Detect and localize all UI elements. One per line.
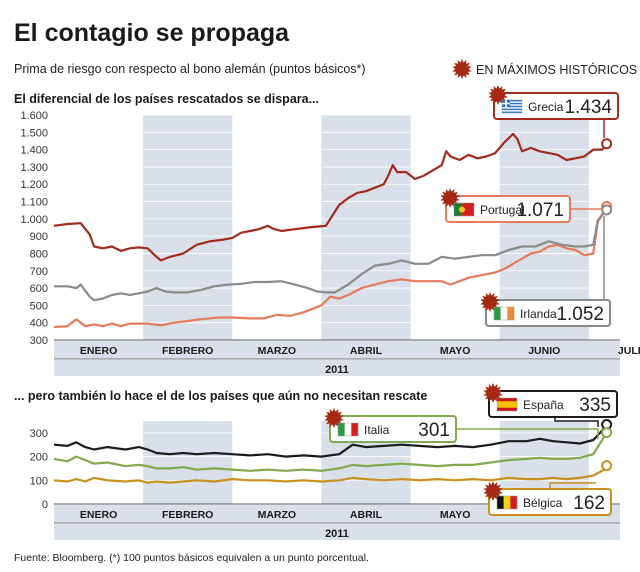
series-line-greece <box>53 132 608 262</box>
month-label: FEBRERO <box>162 345 213 357</box>
spain-flag-icon <box>496 397 518 412</box>
chart-subtitle: Prima de riesgo con respecto al bono ale… <box>14 62 366 76</box>
series-value: 1.434 <box>564 97 612 118</box>
endpoint-marker <box>601 138 613 150</box>
month-label: MARZO <box>258 345 297 357</box>
y-tick-label: 1.600 <box>20 110 48 122</box>
endpoint-marker <box>601 204 613 216</box>
ireland-flag-icon <box>493 306 515 321</box>
y-tick-label: 1.400 <box>20 145 48 157</box>
month-label: MAYO <box>440 509 471 521</box>
y-tick-label: 800 <box>30 248 48 260</box>
max-star-icon <box>452 59 472 79</box>
month-label: FEBRERO <box>162 509 213 521</box>
series-value: 301 <box>418 420 450 441</box>
month-strip <box>54 505 620 523</box>
bottom-panel-title: ... pero también lo hace el de los paíse… <box>14 389 427 403</box>
y-tick-label: 700 <box>30 266 48 278</box>
series-name: Bélgica <box>523 496 563 510</box>
y-tick-label: 100 <box>30 475 48 487</box>
italy-flag-icon <box>337 422 359 437</box>
max-star-icon <box>452 59 472 79</box>
month-label: ABRIL <box>350 509 383 521</box>
y-tick-label: 200 <box>30 452 48 464</box>
year-strip <box>54 360 620 376</box>
portugal-flag-icon <box>453 202 475 217</box>
endpoint-marker <box>601 427 613 439</box>
series-value: 335 <box>579 395 611 416</box>
series-name: Grecia <box>528 100 564 114</box>
series-line-italy <box>53 432 608 472</box>
legend-note-label: EN MÁXIMOS HISTÓRICOS <box>476 62 637 77</box>
month-label: MAYO <box>440 345 471 357</box>
month-label: ENERO <box>80 509 117 521</box>
y-tick-label: 600 <box>30 283 48 295</box>
month-label: MARZO <box>258 509 297 521</box>
y-tick-label: 1.000 <box>20 214 48 226</box>
series-name: Portugal <box>480 203 525 217</box>
series-line-ireland <box>54 209 608 302</box>
y-tick-label: 1.500 <box>20 127 48 139</box>
bottom-panel: 0 100 200 300 ENERO FEBRERO MARZO ABRIL MAYO 2011… <box>30 383 620 540</box>
series-label-belgium: Bélgica 162 <box>483 481 612 516</box>
month-label: ABRIL <box>350 345 383 357</box>
series-line-spain <box>53 423 608 458</box>
month-label: ENERO <box>80 345 117 357</box>
series-value: 1.071 <box>516 200 564 221</box>
belgium-flag-icon <box>496 495 518 510</box>
y-tick-label: 1.200 <box>20 179 48 191</box>
month-band <box>143 421 233 504</box>
month-band <box>321 115 411 340</box>
y-tick-label: 0 <box>42 499 48 511</box>
top-panel: 300 400 500 600 700 800 900 1.000 1.100 1.200 1.30… <box>20 85 640 376</box>
y-tick-label: 300 <box>30 335 48 347</box>
legend-note: EN MÁXIMOS HISTÓRICOS <box>452 59 637 79</box>
series-label-ireland: Irlanda 1.052 <box>480 216 611 327</box>
y-tick-label: 900 <box>30 231 48 243</box>
y-tick-label: 300 <box>30 428 48 440</box>
y-tick-label: 500 <box>30 300 48 312</box>
series-value: 162 <box>573 493 605 514</box>
series-line-belgium <box>53 464 608 484</box>
top-panel-title: El diferencial de los países rescatados … <box>14 92 319 106</box>
y-tick-label: 1.300 <box>20 162 48 174</box>
series-name: Italia <box>364 423 390 437</box>
month-strip <box>54 341 620 359</box>
series-label-italy: Italia 301 <box>324 408 599 443</box>
y-tick-label: 400 <box>30 318 48 330</box>
year-strip <box>54 524 620 540</box>
series-line-portugal <box>53 206 608 329</box>
endpoint-marker <box>601 460 613 472</box>
series-name: Irlanda <box>520 307 557 321</box>
greece-flag-icon <box>501 99 523 114</box>
series-value: 1.052 <box>556 304 604 325</box>
source-note: Fuente: Bloomberg. (*) 100 puntos básico… <box>14 552 369 564</box>
year-label: 2011 <box>325 528 349 540</box>
series-label-greece: Grecia 1.434 <box>488 85 619 138</box>
chart-title: El contagio se propaga <box>14 19 290 47</box>
month-label: JUNIO <box>528 345 560 357</box>
year-label: 2011 <box>325 364 349 376</box>
y-tick-label: 1.100 <box>20 197 48 209</box>
month-band <box>143 115 233 340</box>
series-name: España <box>523 398 564 412</box>
series-label-spain: España 335 <box>483 383 618 427</box>
month-label: JULIO <box>618 345 640 357</box>
